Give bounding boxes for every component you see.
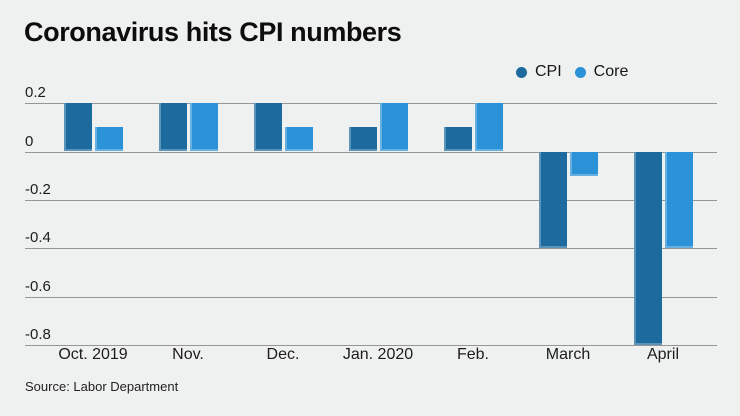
x-tick-label: Dec. (266, 346, 300, 363)
x-tick-label: Jan. 2020 (342, 346, 414, 363)
y-tick-label: -0.8 (25, 326, 51, 344)
y-tick-label: 0.2 (25, 84, 46, 102)
bar-cpi-4 (443, 127, 472, 152)
bar-core-1 (189, 103, 218, 152)
y-tick-label: -0.4 (25, 229, 51, 247)
y-tick-label: 0 (25, 132, 34, 150)
chart-title: Coronavirus hits CPI numbers (24, 17, 402, 47)
gridline (25, 345, 717, 347)
gridline (25, 103, 717, 105)
bar-cpi-5 (538, 151, 567, 249)
bar-core-4 (474, 103, 503, 152)
bar-core-6 (664, 151, 693, 249)
legend: CPI Core (516, 63, 628, 81)
source-attribution: Source: Labor Department (25, 379, 179, 394)
bar-cpi-1 (158, 103, 187, 152)
y-tick-label: -0.2 (25, 180, 51, 198)
y-tick-label: -0.6 (25, 277, 51, 295)
x-tick-label: April (646, 346, 679, 363)
legend-dot-core-icon (574, 66, 586, 78)
gridline (25, 151, 717, 153)
legend-item-cpi: CPI (516, 63, 562, 81)
bar-cpi-3 (348, 127, 377, 152)
gridline (25, 248, 717, 250)
x-tick-label: Oct. 2019 (58, 346, 128, 363)
x-tick-label: Nov. (172, 346, 204, 363)
x-tick-label: Feb. (456, 346, 489, 363)
x-tick-label: March (545, 346, 591, 363)
legend-label-core: Core (593, 63, 629, 80)
bar-cpi-2 (253, 103, 282, 152)
legend-label-cpi: CPI (535, 63, 562, 80)
bar-core-2 (284, 127, 313, 152)
legend-item-core: Core (574, 63, 629, 81)
bar-core-5 (569, 151, 598, 176)
bar-cpi-0 (63, 103, 92, 152)
gridline (25, 199, 717, 201)
gridline (25, 296, 717, 298)
bar-core-0 (94, 127, 123, 152)
bar-core-3 (379, 103, 408, 152)
legend-dot-cpi-icon (516, 66, 527, 78)
bar-cpi-6 (633, 151, 662, 346)
